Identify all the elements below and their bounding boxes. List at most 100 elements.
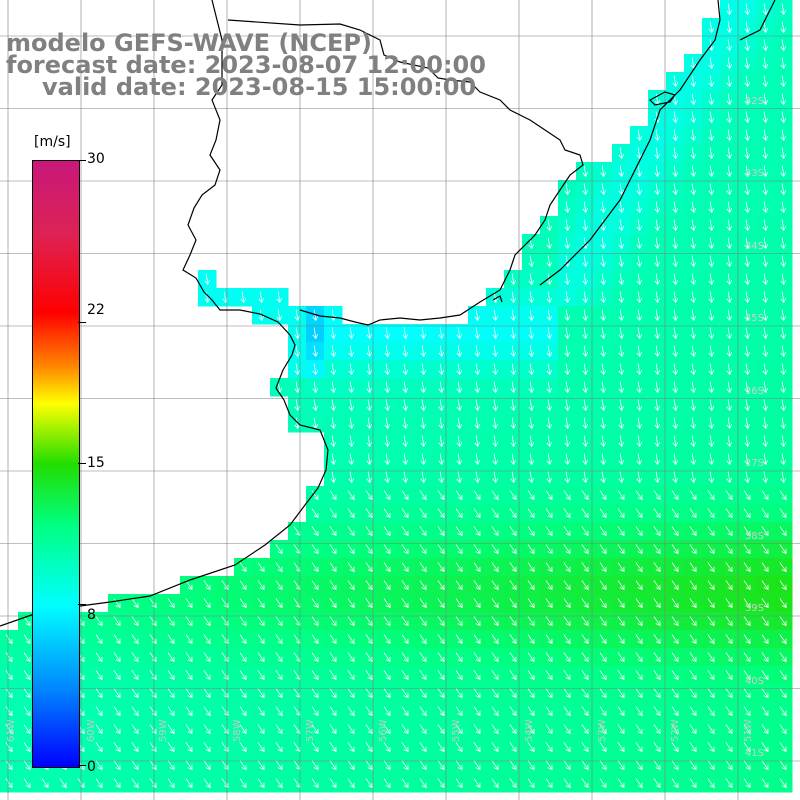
wind-arrow: [546, 399, 553, 412]
wind-arrow: [725, 544, 733, 555]
wind-arrow: [311, 562, 319, 573]
wind-arrow: [275, 742, 283, 753]
longitude-label: 56W: [378, 719, 389, 742]
wind-arrow: [402, 345, 409, 358]
wind-arrow: [672, 165, 679, 178]
wind-arrow: [437, 616, 445, 627]
wind-arrow: [401, 742, 409, 753]
wind-arrow: [473, 742, 481, 753]
wind-arrow: [312, 381, 319, 394]
wind-arrow: [708, 129, 715, 142]
wind-arrow: [167, 688, 175, 699]
wind-arrow: [474, 435, 481, 448]
wind-arrow: [546, 453, 553, 466]
wind-arrow: [149, 706, 157, 717]
wind-arrow: [23, 688, 31, 699]
wind-arrow: [312, 345, 319, 358]
wind-arrow: [761, 724, 769, 735]
wind-arrow: [689, 634, 697, 645]
wind-arrow: [239, 562, 247, 573]
wind-arrow: [456, 453, 463, 466]
wind-arrow: [564, 201, 571, 214]
wind-arrow: [617, 706, 625, 717]
wind-arrow: [780, 21, 787, 34]
wind-arrow: [600, 255, 607, 268]
wind-arrow: [401, 580, 409, 591]
wind-arrow: [95, 724, 103, 735]
wind-arrow: [402, 381, 409, 394]
wind-arrow: [455, 652, 463, 663]
wind-arrow: [671, 616, 679, 627]
wind-arrow: [599, 670, 607, 681]
wind-arrow: [365, 526, 373, 537]
wind-arrow: [456, 327, 463, 340]
wind-arrow: [473, 562, 481, 573]
wind-arrow: [708, 435, 715, 448]
colorbar-unit: [m/s]: [34, 134, 71, 150]
wind-arrow: [725, 742, 733, 753]
wind-arrow: [365, 616, 373, 627]
wind-arrow: [690, 381, 697, 394]
wind-arrow: [527, 706, 535, 717]
wind-arrow: [762, 39, 769, 52]
wind-arrow: [275, 652, 283, 663]
wind-arrow: [708, 309, 715, 322]
latitude-label: 33S: [744, 168, 764, 179]
wind-arrow: [167, 598, 175, 609]
wind-arrow: [509, 544, 517, 555]
wind-arrow: [203, 706, 211, 717]
wind-arrow: [762, 21, 769, 34]
wind-arrow: [330, 435, 337, 448]
wind-arrow: [329, 508, 337, 519]
wind-arrow: [131, 598, 139, 609]
wind-arrow: [167, 724, 175, 735]
wind-arrow: [383, 742, 391, 753]
wind-arrow: [312, 399, 319, 412]
wind-arrow: [581, 562, 589, 573]
wind-arrow: [509, 742, 517, 753]
wind-arrow: [689, 526, 697, 537]
wind-arrow: [761, 526, 769, 537]
wind-arrow: [257, 580, 265, 591]
wind-arrow: [761, 688, 769, 699]
wind-arrow: [708, 93, 715, 106]
wind-arrow: [420, 345, 427, 358]
wind-arrow: [347, 616, 355, 627]
wind-arrow: [744, 183, 751, 196]
wind-arrow: [528, 471, 535, 484]
wind-arrow: [690, 75, 697, 88]
wind-arrow: [780, 255, 787, 268]
wind-arrow: [455, 490, 463, 501]
wind-arrow: [635, 742, 643, 753]
wind-arrow: [600, 219, 607, 232]
wind-arrow: [761, 490, 769, 501]
wind-arrow: [330, 417, 337, 430]
wind-arrow: [761, 706, 769, 717]
wind-arrow: [563, 652, 571, 663]
wind-arrow: [743, 742, 751, 753]
wind-arrow: [149, 670, 157, 681]
wind-arrow: [563, 562, 571, 573]
wind-arrow: [600, 417, 607, 430]
wind-arrow: [474, 345, 481, 358]
wind-arrow: [744, 255, 751, 268]
wind-arrow: [437, 634, 445, 645]
wind-arrow: [744, 21, 751, 34]
wind-arrow: [762, 3, 769, 16]
wind-arrow: [456, 471, 463, 484]
longitude-label: 60W: [86, 719, 97, 742]
longitude-label: 61W: [6, 719, 17, 742]
wind-arrow: [474, 399, 481, 412]
wind-arrow: [257, 760, 265, 771]
wind-arrow: [383, 490, 391, 501]
wind-arrow: [419, 544, 427, 555]
wind-arrow: [582, 327, 589, 340]
wind-arrow: [653, 634, 661, 645]
wind-arrow: [455, 724, 463, 735]
wind-arrow: [582, 273, 589, 286]
wind-arrow: [401, 670, 409, 681]
wind-arrow: [203, 634, 211, 645]
wind-arrow: [689, 508, 697, 519]
wind-arrow: [690, 273, 697, 286]
wind-arrow: [329, 634, 337, 645]
